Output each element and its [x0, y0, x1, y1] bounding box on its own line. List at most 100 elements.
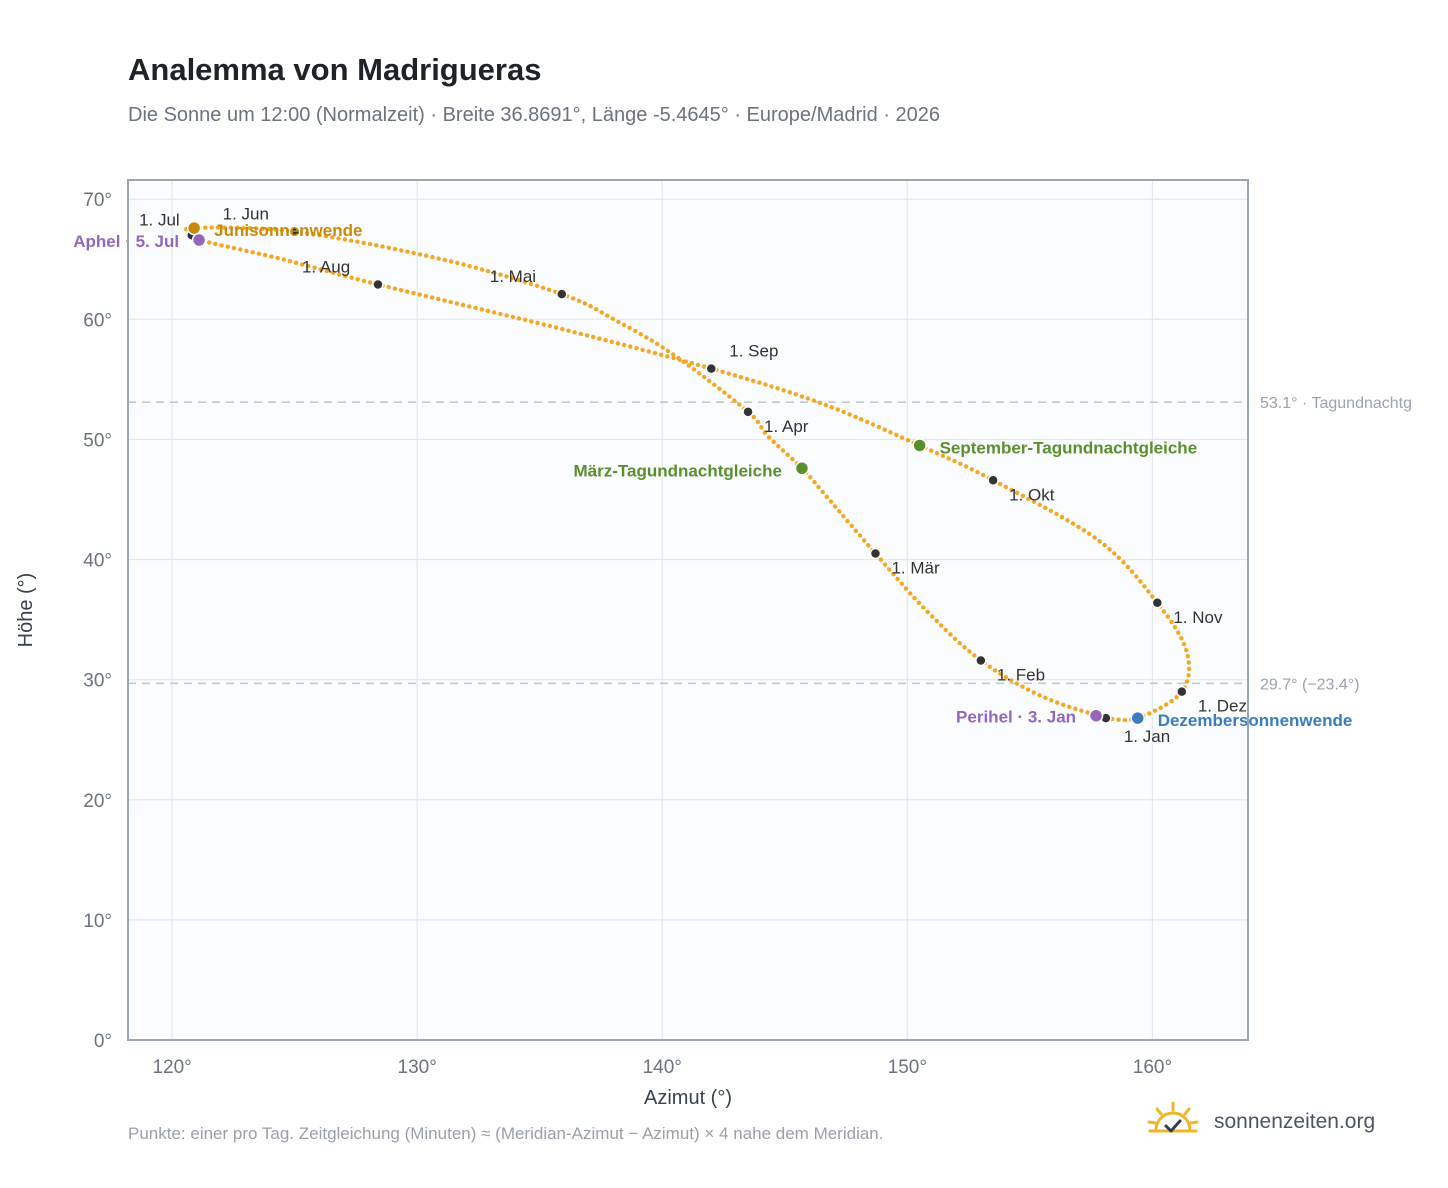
sun-check-icon — [1146, 1100, 1200, 1145]
day-dot — [436, 296, 441, 302]
day-dot — [594, 307, 599, 312]
day-dot — [857, 533, 863, 538]
day-dot — [405, 289, 410, 294]
day-dot — [943, 627, 948, 633]
month-label: 1. Apr — [764, 417, 809, 436]
day-dot — [504, 313, 509, 318]
day-dot — [392, 246, 398, 252]
event-point — [186, 220, 202, 236]
day-dot — [361, 278, 367, 284]
day-dot — [691, 367, 697, 372]
day-dot — [330, 270, 336, 275]
day-dot — [948, 632, 953, 637]
day-dot — [939, 623, 944, 628]
day-dot — [787, 390, 792, 395]
day-dot — [1097, 539, 1102, 544]
day-dot — [766, 435, 772, 440]
day-dot — [1161, 609, 1167, 614]
day-dot — [780, 448, 786, 453]
day-dot — [222, 225, 227, 230]
day-dot — [934, 451, 940, 456]
day-dot — [866, 543, 871, 548]
day-dot — [498, 311, 503, 317]
day-dot — [696, 371, 702, 376]
day-dot — [952, 636, 958, 641]
day-dot — [930, 614, 935, 619]
day-dot — [755, 419, 761, 425]
day-dot — [247, 225, 253, 231]
day-dot — [273, 227, 278, 232]
day-dot — [1037, 502, 1042, 507]
day-dot — [238, 247, 243, 252]
day-dot — [835, 407, 840, 412]
day-dot — [254, 226, 259, 231]
day-dot — [870, 422, 876, 427]
day-dot — [751, 414, 756, 420]
day-dot — [824, 494, 829, 499]
day-dot — [1122, 717, 1128, 723]
day-dot — [665, 348, 671, 354]
month-label: 1. Dez — [1198, 697, 1247, 716]
day-dot — [337, 272, 342, 277]
day-dot — [1031, 499, 1037, 504]
day-dot — [323, 234, 329, 239]
y-tick-label: 30° — [83, 671, 112, 692]
day-dot — [997, 481, 1003, 487]
day-dot — [473, 265, 478, 270]
day-dot — [473, 305, 478, 311]
day-dot — [934, 618, 939, 624]
day-dot — [975, 470, 980, 475]
day-dot — [318, 267, 323, 272]
day-dot — [841, 514, 846, 519]
brand[interactable]: sonnenzeiten.org — [1146, 1100, 1375, 1145]
day-dot — [203, 225, 208, 230]
day-dot — [355, 239, 360, 244]
day-dot — [1138, 579, 1143, 584]
day-dot — [905, 438, 911, 443]
day-dot — [287, 259, 293, 264]
day-dot — [762, 430, 767, 435]
day-dot — [811, 398, 817, 403]
day-dot — [640, 347, 645, 353]
day-dot — [405, 249, 410, 254]
month-label: 1. Aug — [302, 257, 350, 276]
month-label: 1. Jun — [223, 205, 269, 224]
day-dot — [1054, 511, 1059, 517]
day-dot — [584, 333, 590, 338]
day-dot — [816, 484, 821, 490]
day-dot — [727, 394, 732, 399]
day-dot — [235, 225, 240, 230]
day-dot — [887, 567, 892, 572]
event-label: März-Tagundnachtgleiche — [574, 461, 782, 480]
day-dot — [300, 262, 305, 267]
day-dot — [876, 424, 882, 430]
day-dot — [621, 322, 627, 328]
day-dot — [861, 538, 867, 543]
month-point — [1151, 597, 1164, 609]
day-dot — [702, 374, 707, 380]
day-dot — [250, 250, 255, 255]
day-dot — [209, 225, 214, 230]
day-dot — [1169, 698, 1174, 704]
day-dot — [817, 400, 823, 405]
day-dot — [424, 253, 429, 258]
day-dot — [546, 287, 552, 292]
day-dot — [523, 317, 528, 323]
day-dot — [799, 394, 805, 399]
chart-subtitle: Die Sonne um 12:00 (Normalzeit) · Breite… — [128, 104, 941, 126]
day-dot — [658, 352, 664, 357]
day-dot — [534, 283, 540, 288]
y-tick-label: 40° — [83, 551, 112, 572]
day-dot — [1009, 487, 1014, 493]
day-dot — [609, 339, 614, 344]
day-dot — [588, 304, 593, 309]
day-dot — [1043, 505, 1048, 510]
day-dot — [492, 270, 497, 276]
month-label: 1. Sep — [729, 342, 778, 361]
day-dot — [888, 430, 893, 435]
day-dot — [367, 241, 373, 247]
day-dot — [429, 295, 435, 300]
day-dot — [1073, 706, 1078, 711]
day-dot — [865, 419, 870, 425]
